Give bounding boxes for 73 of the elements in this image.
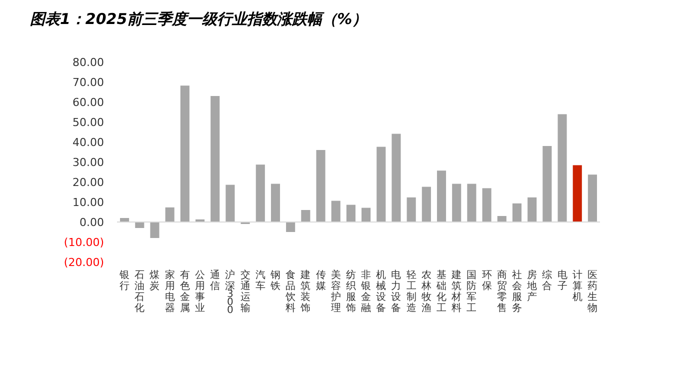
bar (331, 200, 340, 222)
x-tick-label: 建筑材料 (450, 269, 462, 314)
y-tick-label: 50.00 (72, 116, 104, 129)
bar (467, 184, 476, 222)
bar (180, 86, 190, 222)
bar (392, 134, 401, 222)
x-tick-label: 纺织服饰 (344, 269, 356, 314)
x-tick-label: 农林牧渔 (420, 270, 432, 314)
x-tick-label: 轻工制造 (406, 269, 416, 314)
x-tick-label: 石油石化 (134, 270, 145, 314)
y-tick-label: (20.00) (64, 256, 104, 269)
bar (452, 184, 462, 222)
bar (301, 210, 310, 222)
y-tick-label: 20.00 (72, 176, 104, 189)
y-tick-label: 80.00 (72, 56, 104, 69)
x-tick-label: 银行 (118, 270, 130, 292)
x-tick-label: 食品饮料 (284, 269, 296, 314)
x-tick-label: 电子 (557, 269, 568, 292)
bar (436, 170, 446, 222)
x-tick-label: 非银金融 (360, 269, 372, 314)
bar (346, 204, 356, 222)
y-tick-label: 60.00 (72, 96, 104, 109)
x-tick-label: 基础化工 (436, 269, 447, 314)
bar (210, 96, 220, 222)
bar (376, 146, 386, 222)
bar (528, 197, 537, 222)
x-tick-label: 沪深300 (225, 269, 236, 316)
x-tick-label: 钢铁 (269, 270, 280, 292)
bar (422, 186, 431, 222)
x-tick-label: 商贸零售 (496, 269, 507, 314)
bar (135, 222, 144, 228)
bar (270, 184, 280, 222)
x-tick-label: 有色金属 (180, 269, 190, 314)
y-tick-label: 70.00 (72, 76, 104, 89)
x-tick-label: 建筑装饰 (300, 269, 311, 314)
x-tick-label: 汽车 (255, 269, 266, 292)
chart-title: 图表1：2025前三季度一级行业指数涨跌幅（%） (30, 10, 368, 28)
x-tick-label: 环保 (482, 270, 492, 292)
x-tick-label: 交通运输 (240, 269, 250, 314)
bar (150, 222, 160, 238)
bar (256, 164, 265, 222)
y-tick-label: 0.00 (80, 216, 104, 229)
y-tick-label: 40.00 (72, 136, 104, 149)
bar (558, 114, 567, 222)
x-tick-label: 煤炭 (150, 269, 160, 292)
bar (165, 207, 174, 222)
x-tick-label: 房地产 (526, 269, 538, 303)
x-tick-label: 通信 (210, 269, 220, 292)
bar (512, 203, 522, 222)
y-tick-label: 30.00 (72, 156, 104, 169)
x-tick-label: 家用电器 (164, 269, 175, 314)
x-tick-label: 公用事业 (195, 269, 206, 314)
bar (406, 197, 416, 222)
x-tick-label: 社会服务 (512, 269, 522, 314)
y-tick-label: 10.00 (72, 196, 104, 209)
bar (482, 188, 492, 222)
bar (588, 174, 597, 222)
x-tick-label: 机械设备 (376, 269, 386, 314)
bar (572, 165, 582, 222)
x-tick-label: 医药生物 (587, 270, 598, 314)
bar (286, 222, 296, 232)
x-tick-label: 电力设备 (391, 269, 402, 314)
x-tick-label: 国防军工 (466, 270, 477, 314)
bar (362, 208, 371, 222)
bar (497, 216, 506, 222)
bar (542, 146, 552, 222)
bar (226, 184, 235, 222)
x-tick-label: 综合 (542, 269, 552, 292)
x-tick-label: 计算机 (572, 269, 582, 303)
x-tick-label: 传媒 (316, 270, 326, 292)
y-tick-label: (10.00) (64, 236, 104, 249)
x-tick-label: 美容护理 (330, 269, 341, 314)
bar (316, 150, 326, 222)
